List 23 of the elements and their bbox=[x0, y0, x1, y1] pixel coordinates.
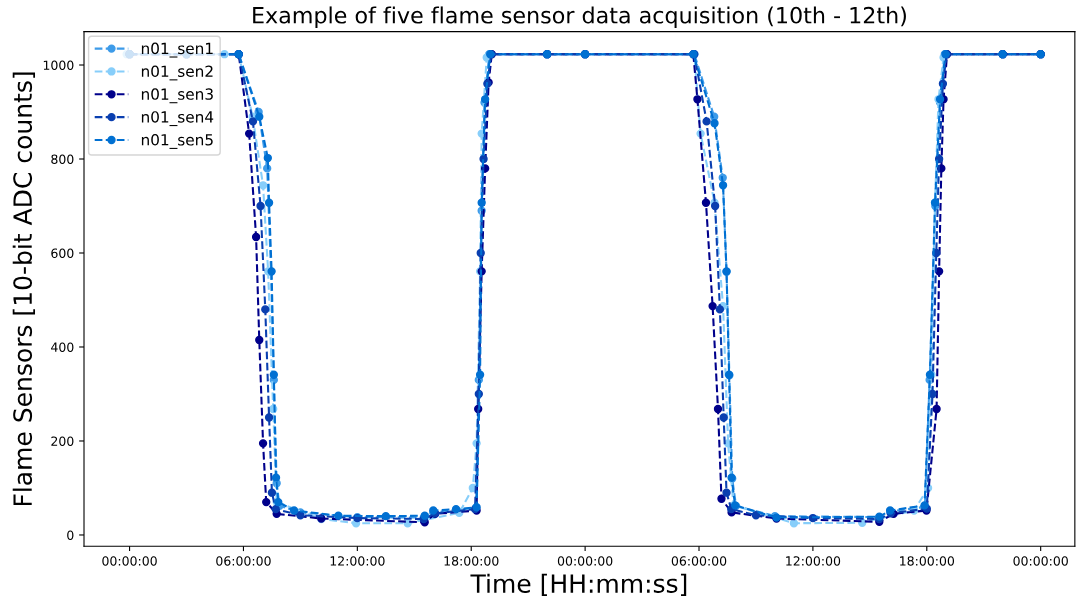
x-tick-label: 06:00:00 bbox=[216, 556, 271, 566]
x-axis-title: Time [HH:mm:ss] bbox=[470, 573, 687, 596]
x-tick-label: 18:00:00 bbox=[444, 556, 499, 566]
x-tick-label: 12:00:00 bbox=[786, 556, 841, 566]
x-tick-label: 00:00:00 bbox=[1013, 556, 1068, 566]
legend-label: n01_sen1 bbox=[141, 42, 213, 58]
x-tick-label: 00:00:00 bbox=[102, 556, 157, 566]
legend-label: n01_sen2 bbox=[141, 65, 213, 81]
y-axis-title: Flame Sensors [10-bit ADC counts] bbox=[12, 72, 36, 506]
x-tick-label: 18:00:00 bbox=[900, 556, 955, 566]
x-tick-label: 06:00:00 bbox=[671, 556, 727, 566]
chart-title: Example of five flame sensor data acquisition (10th - 12th) bbox=[253, 6, 906, 28]
y-tick-label: 800 bbox=[51, 154, 74, 164]
y-tick-label: 200 bbox=[51, 436, 74, 446]
y-tick-label: 0 bbox=[67, 530, 74, 540]
y-tick-label: 1000 bbox=[43, 60, 74, 70]
y-tick-label: 400 bbox=[51, 342, 74, 352]
legend-label: n01_sen5 bbox=[141, 134, 213, 149]
legend-label: n01_sen3 bbox=[141, 88, 213, 104]
y-tick-label: 600 bbox=[51, 248, 74, 258]
legend-label: n01_sen4 bbox=[141, 111, 214, 127]
x-tick-label: 12:00:00 bbox=[330, 556, 385, 566]
x-tick-label: 00:00:00 bbox=[557, 556, 613, 566]
